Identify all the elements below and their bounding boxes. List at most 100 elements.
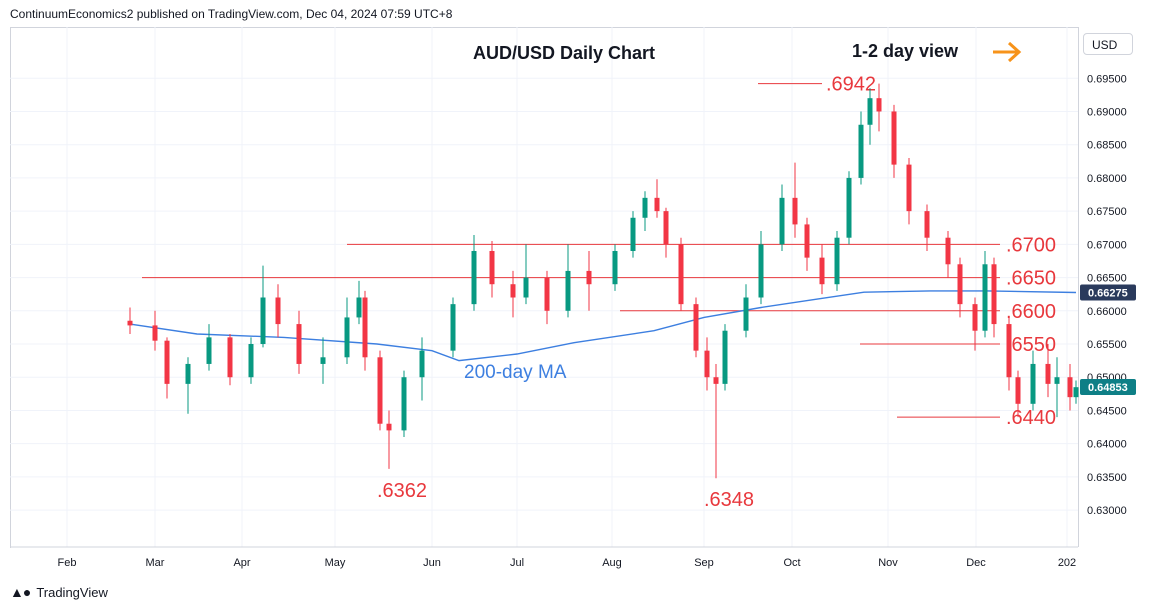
candle-body — [906, 164, 912, 212]
candle-body — [834, 237, 840, 285]
candle-body — [693, 304, 699, 351]
candle-body — [544, 277, 550, 311]
plot-area[interactable] — [10, 27, 1079, 548]
y-tick-label: 0.63000 — [1087, 505, 1127, 517]
y-tick-label: 0.67500 — [1087, 206, 1127, 218]
candle-body — [344, 317, 350, 358]
candle-body — [991, 264, 997, 325]
x-tick-label: 202 — [1058, 557, 1076, 569]
candle-body — [260, 297, 266, 345]
candle-body — [523, 277, 529, 298]
low-label: .6348 — [704, 489, 754, 511]
y-tick-label: 0.64000 — [1087, 439, 1127, 451]
candle-body — [713, 377, 719, 384]
candle-body — [586, 270, 592, 285]
candle-body — [722, 330, 728, 384]
y-tick-label: 0.68500 — [1087, 140, 1127, 152]
tradingview-logo-icon: ▲● — [10, 584, 31, 600]
x-tick-label: Jun — [423, 557, 441, 569]
y-tick-label: 0.65500 — [1087, 339, 1127, 351]
candle-body — [1067, 377, 1073, 398]
candle-body — [704, 350, 710, 378]
candle-body — [957, 264, 963, 305]
x-tick-label: Apr — [233, 557, 250, 569]
x-tick-label: Mar — [146, 557, 165, 569]
price-badge — [1080, 378, 1136, 395]
candle-body — [804, 224, 810, 258]
candle-body — [924, 211, 930, 238]
level-label: .6550 — [1006, 334, 1056, 356]
footer-brand: TradingView — [36, 584, 108, 600]
ma-label: 200-day MA — [464, 362, 567, 383]
candle-body — [612, 250, 618, 285]
candle-body — [565, 270, 571, 311]
candle-body — [510, 284, 516, 298]
candle-body — [876, 98, 882, 112]
candle-body — [630, 217, 636, 251]
candle-body — [982, 264, 988, 331]
candle-body — [296, 324, 302, 364]
level-label: .6600 — [1006, 301, 1056, 323]
x-tick-label: Oct — [783, 557, 800, 569]
y-tick-label: 0.67000 — [1087, 239, 1127, 251]
candle-body — [654, 197, 660, 212]
candle-body — [846, 177, 852, 238]
arrow-head-icon — [1007, 41, 1022, 63]
candle-body — [275, 297, 281, 325]
candle-body — [1073, 387, 1079, 398]
candle-body — [779, 197, 785, 245]
price-badge-label: 0.64853 — [1088, 382, 1128, 394]
candle-body — [663, 211, 669, 245]
candle-body — [642, 197, 648, 218]
chart-subtitle: 1-2 day view — [852, 41, 959, 61]
x-tick-label: Dec — [966, 557, 986, 569]
candle-body — [320, 357, 326, 364]
candle-body — [858, 124, 864, 178]
low-label: .6362 — [377, 480, 427, 502]
level-label: .6650 — [1006, 268, 1056, 290]
candle-body — [1054, 377, 1060, 384]
level-label: .6700 — [1006, 234, 1056, 256]
currency-button[interactable]: USD — [1083, 33, 1133, 55]
x-tick-label: Sep — [694, 557, 714, 569]
price-axis[interactable] — [1078, 27, 1150, 547]
y-tick-label: 0.68000 — [1087, 173, 1127, 185]
candle-body — [152, 325, 158, 341]
y-tick-label: 0.63500 — [1087, 472, 1127, 484]
y-tick-label: 0.64500 — [1087, 405, 1127, 417]
level-label: .6440 — [1006, 407, 1056, 429]
candle-body — [450, 304, 456, 351]
candle-body — [792, 197, 798, 225]
candle-body — [386, 423, 392, 431]
candle-body — [164, 340, 170, 384]
candle-body — [248, 344, 254, 378]
ma-badge — [1080, 284, 1136, 301]
level-label: .6942 — [826, 74, 876, 96]
candle-body — [362, 297, 368, 358]
y-tick-label: 0.69500 — [1087, 73, 1127, 85]
ma-200-line — [129, 290, 1077, 362]
candle-body — [401, 377, 407, 431]
candle-body — [867, 98, 873, 125]
footer: ▲● TradingView — [10, 584, 108, 600]
candle-body — [227, 337, 233, 378]
x-tick-label: May — [325, 557, 346, 569]
candle-body — [356, 297, 362, 318]
candle-body — [891, 111, 897, 165]
candle-body — [471, 250, 477, 305]
x-tick-label: Feb — [58, 557, 77, 569]
x-tick-label: Aug — [602, 557, 622, 569]
candle-body — [419, 350, 425, 378]
candle-body — [185, 363, 191, 384]
y-tick-label: 0.69000 — [1087, 106, 1127, 118]
candle-body — [489, 250, 495, 285]
candle-body — [377, 357, 383, 424]
ma-badge-label: 0.66275 — [1088, 288, 1128, 300]
candle-body — [1030, 363, 1036, 404]
publisher-line: ContinuumEconomics2 published on Trading… — [10, 7, 453, 21]
candle-body — [1045, 363, 1051, 384]
candle-body — [206, 337, 212, 364]
candle-body — [678, 244, 684, 305]
candle-body — [819, 257, 825, 285]
